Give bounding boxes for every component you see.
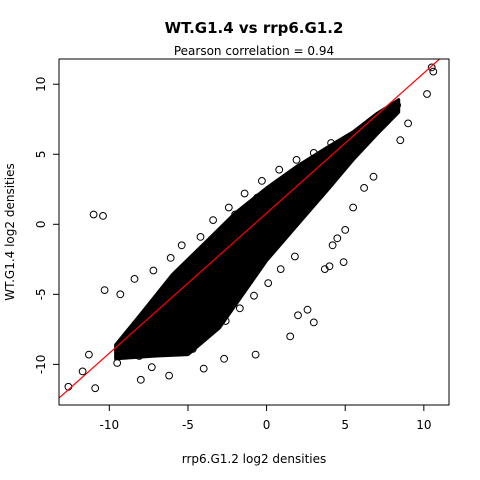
- x-tick-label: -10: [100, 418, 120, 432]
- x-tick-label: 0: [263, 418, 271, 432]
- scatter-point: [166, 254, 175, 262]
- scatter-point: [240, 189, 249, 198]
- scatter-point: [328, 241, 337, 250]
- x-tick-label: -5: [182, 418, 194, 432]
- scatter-point: [396, 136, 405, 145]
- y-axis: -10 -5 0 5 10: [34, 77, 59, 375]
- x-tick-label: 10: [416, 418, 431, 432]
- y-tick-label: -10: [34, 355, 48, 375]
- scatter-point: [309, 318, 318, 327]
- scatter-point: [333, 234, 342, 243]
- scatter-point: [196, 233, 205, 241]
- scatter-point: [325, 262, 334, 271]
- scatter-point: [235, 304, 244, 313]
- scatter-point: [294, 311, 302, 320]
- scatter-point: [130, 275, 139, 283]
- scatter-point: [264, 279, 273, 288]
- scatter-point: [99, 212, 107, 220]
- dense-cloud-fill: [114, 98, 401, 361]
- x-axis: -10 -5 0 5 10: [100, 405, 431, 432]
- scatter-point: [276, 265, 285, 274]
- scatter-point: [427, 63, 436, 72]
- scatter-point: [199, 364, 208, 373]
- scatter-point: [360, 184, 369, 192]
- scatter-point: [209, 216, 218, 225]
- scatter-point: [100, 286, 109, 295]
- x-axis-label: rrp6.G1.2 log2 densities: [182, 452, 327, 466]
- scatter-point: [291, 252, 299, 261]
- dense-point-cloud: [114, 98, 401, 361]
- plot-frame: [58, 58, 450, 406]
- scatter-point: [292, 156, 301, 164]
- scatter-point: [85, 350, 93, 359]
- scatter-point: [91, 384, 100, 393]
- scatter-point: [250, 291, 258, 300]
- y-axis-label: WT.G1.4 log2 densities: [3, 163, 17, 300]
- scatter-point: [429, 67, 438, 76]
- fit-line: [59, 59, 441, 399]
- scatter-point: [116, 290, 125, 299]
- scatter-point: [341, 226, 350, 234]
- scatter-point: [251, 350, 260, 359]
- y-tick-label: 0: [34, 220, 48, 228]
- chart-title: WT.G1.4 vs rrp6.G1.2: [165, 19, 344, 37]
- scatter-point: [147, 363, 156, 372]
- scatter-point: [423, 90, 431, 98]
- scatter-point: [89, 210, 98, 219]
- scatter-point: [136, 375, 145, 384]
- scatter-point: [275, 165, 284, 174]
- x-tick-label: 5: [341, 418, 349, 432]
- y-tick-label: 10: [34, 77, 48, 92]
- scatter-point: [369, 172, 378, 181]
- scatter-point: [339, 258, 348, 267]
- scatter-point: [149, 266, 158, 275]
- y-tick-label: 5: [34, 150, 48, 158]
- chart-subtitle: Pearson correlation = 0.94: [174, 44, 334, 58]
- scatter-point: [224, 203, 233, 212]
- y-tick-label: -5: [34, 288, 48, 300]
- scatter-point: [303, 305, 312, 314]
- scatter-point: [258, 177, 266, 185]
- scatter-point: [165, 371, 174, 380]
- scatter-point: [177, 241, 186, 250]
- scatter-point: [349, 203, 358, 212]
- scatter-point: [404, 119, 413, 128]
- scatter-point: [78, 367, 87, 376]
- scatter-point: [220, 354, 229, 363]
- scatter-point: [286, 332, 295, 341]
